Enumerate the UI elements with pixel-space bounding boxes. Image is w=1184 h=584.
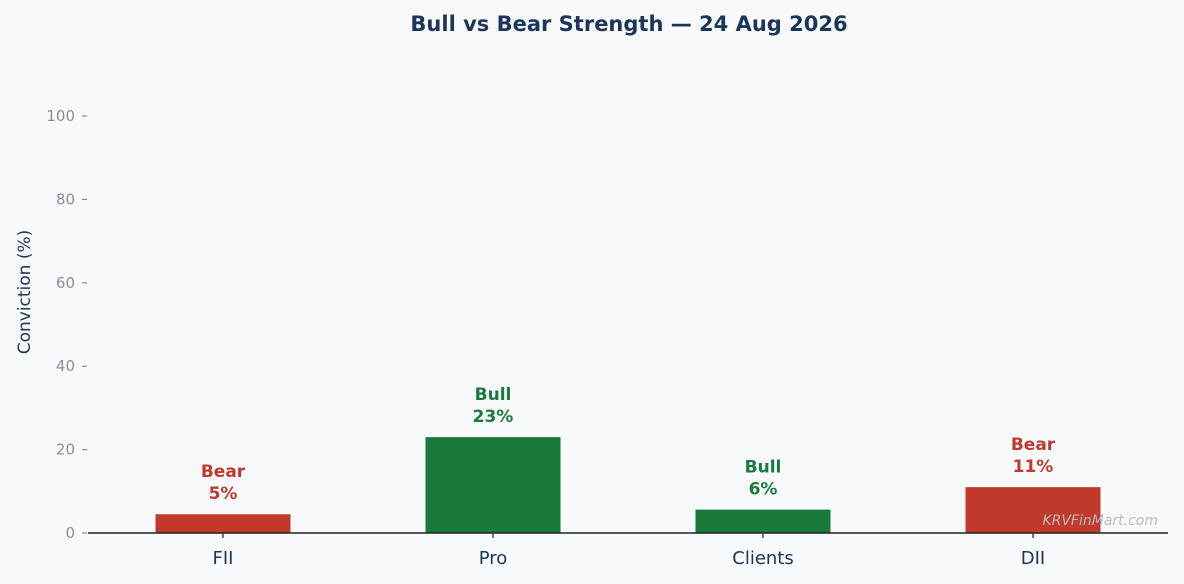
bar-sentiment-label: Bear [1011, 435, 1056, 455]
bar [155, 514, 291, 533]
x-tick-label: DII [1021, 548, 1045, 569]
watermark: KRVFinMart.com [1042, 513, 1158, 529]
bar [695, 509, 831, 533]
bar [965, 487, 1101, 533]
y-tick-label: 100 [46, 107, 75, 125]
y-tick-label: 40 [56, 357, 75, 375]
bar [425, 437, 561, 533]
x-tick-label: Pro [479, 548, 508, 569]
y-tick-label: 0 [65, 524, 75, 542]
bar-sentiment-label: Bull [475, 385, 512, 405]
bar-value-label: 23% [473, 407, 514, 427]
bar-value-label: 11% [1013, 457, 1054, 477]
x-tick-label: FII [213, 548, 234, 569]
bar-sentiment-label: Bear [201, 462, 246, 482]
y-tick-label: 20 [56, 441, 75, 459]
x-tick-label: Clients [732, 548, 794, 569]
chart-title: Bull vs Bear Strength — 24 Aug 2026 [410, 12, 847, 36]
x-axis: FII Pro Clients DII [213, 533, 1045, 569]
y-tick-label: 80 [56, 190, 75, 208]
y-tick-label: 60 [56, 274, 75, 292]
bar-value-label: 6% [749, 480, 778, 500]
bar-sentiment-label: Bull [745, 458, 782, 478]
y-axis-label: Conviction (%) [15, 230, 35, 355]
y-axis: 0 20 40 60 80 100 [46, 107, 87, 542]
bar-value-label: 5% [209, 484, 238, 504]
